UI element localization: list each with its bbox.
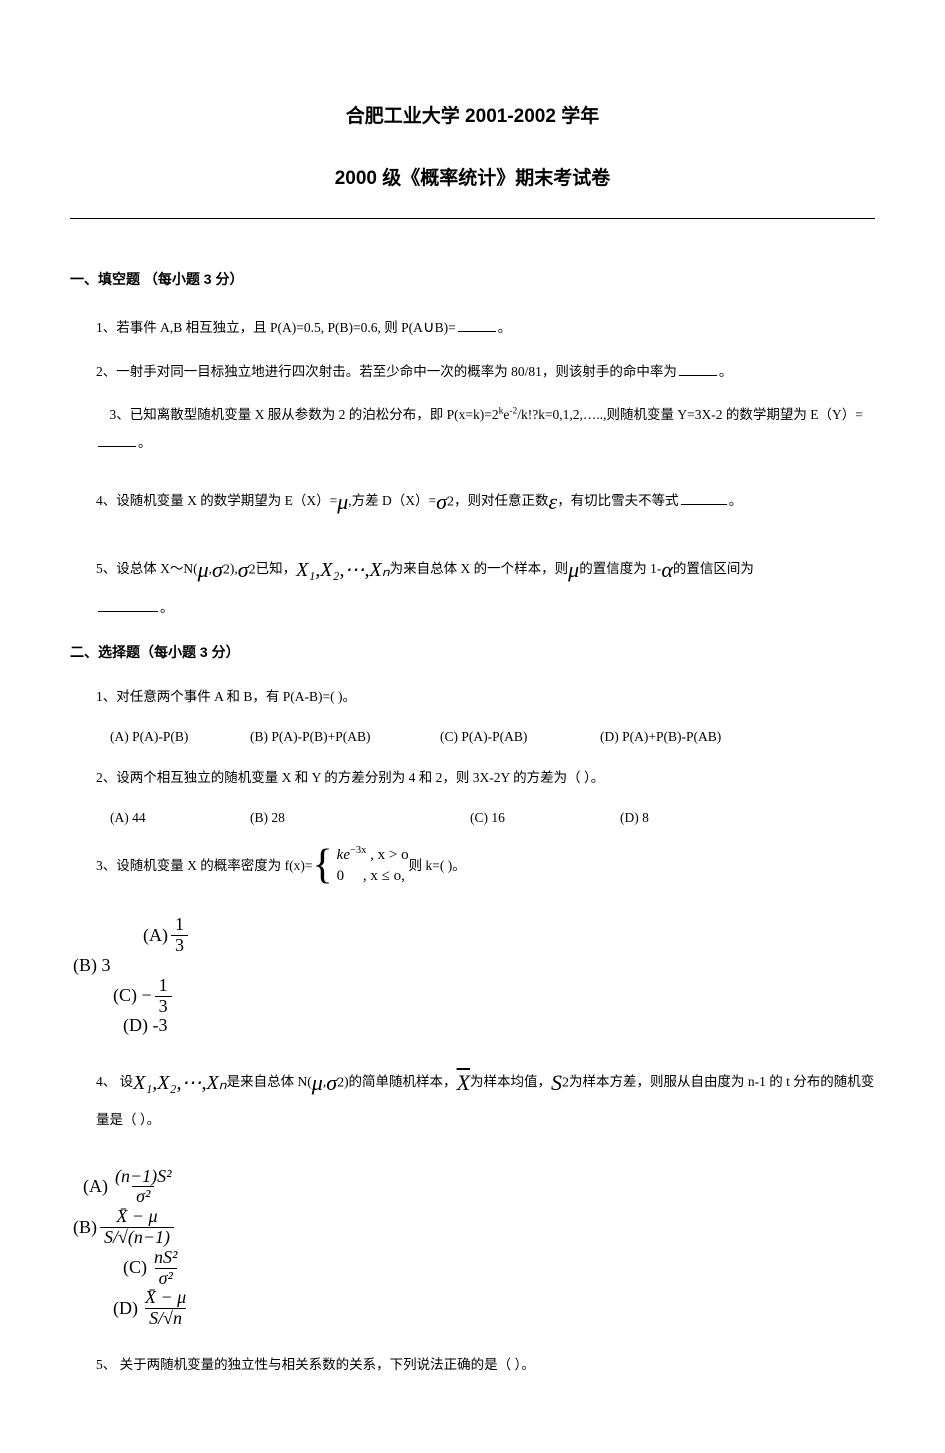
s2-q3-optC: (C) − 13 [113,976,283,1017]
s2-q2: 2、设两个相互独立的随机变量 X 和 Y 的方差分别为 4 和 2，则 3X-2… [96,764,875,792]
blank [679,363,717,377]
s2-q4-d: 为样本均值， [470,1074,551,1089]
s2-q3-optD: (D) -3 [123,1016,283,1036]
sq: 2 [447,495,454,510]
sq2: 2 [249,563,256,578]
s2-q3: 3、设随机变量 X 的概率密度为 f(x)= { ke−3x , x > o 0… [96,844,875,887]
s2-q2-optB: (B) 28 [250,806,470,830]
s1-q2-b: 。 [719,364,733,379]
s2-q2-optC: (C) 16 [470,806,620,830]
mu: μ [198,557,209,582]
s2-q1-options: (A) P(A)-P(B) (B) P(A)-P(B)+P(AB) (C) P(… [110,725,875,749]
s1-q5-g: 。 [160,600,174,615]
case-2: 0 , x ≤ o, [337,866,409,887]
mu-symbol: μ [337,489,348,514]
s2-q3-optB: (B) 3 [73,956,283,976]
header-rule [70,218,875,219]
s1-q4: 4、设随机变量 X 的数学期望为 E（X）=μ,方差 D（X）=σ2，则对任意正… [96,479,875,525]
s1-q5: 5、设总体 X～N(μ,σ2),σ2已知，X₁,X₂,⋯,Xₙ为来自总体 X 的… [96,547,875,622]
s1-q5-b: ), [230,562,238,577]
s1-q5-e: 的置信度为 1- [579,562,661,577]
s1-q2-a: 2、一射手对同一目标独立地进行四次射击。若至少命中一次的概率为 80/81，则该… [96,364,677,379]
x-sequence: X₁,X₂,⋯,Xₙ [296,559,390,581]
s2-q4-optC: (C) nS²σ² [123,1248,273,1289]
s1-q5-d: 为来自总体 X 的一个样本，则 [390,562,569,577]
s2-q3-optA: (A) 13 [143,915,283,956]
mu2: μ [568,557,579,582]
s2-q1-optA: (A) P(A)-P(B) [110,725,250,749]
blank [458,318,496,332]
alpha: α [661,557,673,582]
brace-icon: { [312,844,332,887]
s2-q2-options: (A) 44 (B) 28 (C) 16 (D) 8 [110,806,875,830]
s2-q4-a: 4、 设 [96,1074,133,1089]
xbar: X [457,1070,470,1095]
s1-q2: 2、一射手对同一目标独立地进行四次射击。若至少命中一次的概率为 80/81，则该… [96,358,875,386]
s1-q1-b: B)= [435,320,456,335]
s2-q1: 1、对任意两个事件 A 和 B，有 P(A-B)=( )。 [96,683,875,711]
s1-q4-e: 。 [729,493,743,508]
blank [98,598,158,612]
eps-symbol: ε [549,489,558,514]
s1-q3: 3、已知离散型随机变量 X 服从参数为 2 的泊松分布，即 P(x=k)=2ke… [96,401,875,458]
s2-q3-a: 3、设随机变量 X 的概率密度为 f(x)= [96,852,312,880]
s2-q3-options: (A) 13 (B) 3 (C) − 13 (D) -3 [73,915,283,1036]
title-line-2: 2000 级《概率统计》期末考试卷 [70,162,875,196]
s1-q1: 1、若事件 A,B 相互独立，且 P(A)=0.5, P(B)=0.6, 则 P… [96,311,875,345]
s1-q4-b: ,方差 D（X）= [348,493,436,508]
section-1-title: 一、填空题 （每小题 3 分） [70,267,875,292]
title-line-1: 合肥工业大学 2001-2002 学年 [70,100,875,134]
ssq: 2 [562,1076,569,1091]
union-symbol: ∪ [423,319,435,336]
s1-q5-a: 5、设总体 X～N( [96,562,198,577]
mu: μ [312,1070,323,1095]
s2-q3-b: 则 k=( )。 [409,852,466,880]
s: S [551,1070,562,1095]
s1-q1-a: 1、若事件 A,B 相互独立，且 P(A)=0.5, P(B)=0.6, 则 P… [96,320,423,335]
piecewise-function: { ke−3x , x > o 0 , x ≤ o, [312,844,408,887]
section-2-title: 二、选择题（每小题 3 分） [70,640,875,665]
sigma2: σ [238,557,249,582]
s2-q4: 4、 设X₁,X₂,⋯,Xₙ是来自总体 N(μ,σ2)的简单随机样本，X为样本均… [96,1060,875,1135]
s2-q4-optA: (A) (n−1)S²σ² [83,1167,273,1208]
s2-q1-optD: (D) P(A)+P(B)-P(AB) [600,725,800,749]
s1-q3-c: 。 [138,435,152,450]
s1-q3-b: /k!?k=0,1,2,…..,则随机变量 Y=3X-2 的数学期望为 E（Y）… [517,407,863,422]
s1-q4-a: 4、设随机变量 X 的数学期望为 E（X）= [96,493,337,508]
s2-q1-optC: (C) P(A)-P(AB) [440,725,600,749]
s2-q5: 5、 关于两随机变量的独立性与相关系数的关系，下列说法正确的是（ ）。 [96,1351,875,1379]
s1-q3-a: 3、已知离散型随机变量 X 服从参数为 2 的泊松分布，即 P(x=k)=2 [110,407,499,422]
sigma: σ [326,1070,337,1095]
s2-q4-c: )的简单随机样本， [344,1074,457,1089]
sigma-symbol: σ [436,489,447,514]
s1-q5-c: 已知， [256,562,297,577]
s2-q4-options: (A) (n−1)S²σ² (B) X̄ − μS/√(n−1) (C) nS²… [73,1167,273,1329]
s1-q1-c: 。 [498,320,512,335]
s1-q5-f: 的置信区间为 [673,562,754,577]
s2-q2-optD: (D) 8 [620,806,770,830]
sq: 2 [337,1076,344,1091]
x-sequence: X₁,X₂,⋯,Xₙ [133,1072,227,1094]
s2-q4-b: 是来自总体 N( [227,1074,312,1089]
sigma: σ [212,557,223,582]
s1-q4-d: ，有切比雪夫不等式 [557,493,679,508]
case-1: ke−3x , x > o [337,844,409,866]
s1-q4-c: ，则对任意正数 [454,493,549,508]
s2-q2-optA: (A) 44 [110,806,250,830]
blank [98,433,136,447]
sq1: 2 [223,563,230,578]
blank [681,492,727,506]
s2-q1-optB: (B) P(A)-P(B)+P(AB) [250,725,440,749]
s2-q4-optD: (D) X̄ − μS/√n [113,1288,273,1329]
s2-q4-optB: (B) X̄ − μS/√(n−1) [73,1207,273,1248]
